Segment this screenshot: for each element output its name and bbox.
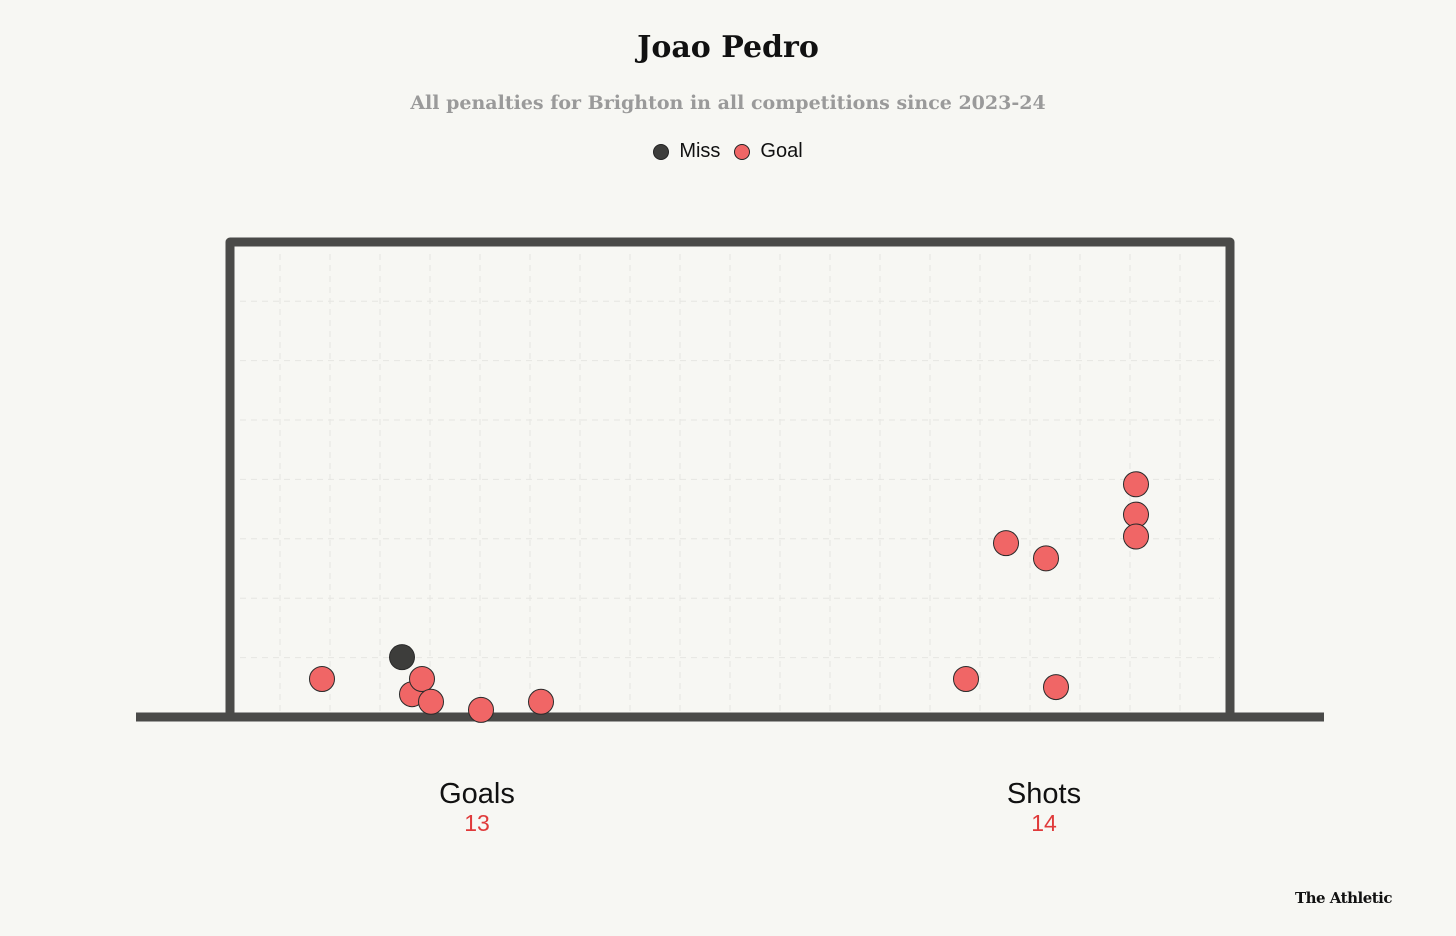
- goal-grid: [240, 254, 1220, 711]
- penalty-point-goal: [528, 688, 554, 715]
- legend-item-miss: Miss: [653, 140, 720, 163]
- goal-posts-crossbar: [225, 237, 1235, 722]
- penalty-point-goal: [953, 666, 979, 692]
- legend-swatch-goal: [734, 143, 751, 160]
- penalty-point-goal: [1043, 674, 1069, 701]
- legend-item-goal: Goal: [734, 140, 803, 163]
- stat-shots: Shots 14: [894, 778, 1194, 836]
- penalty-point-goal: [468, 696, 494, 723]
- chart-title: Joao Pedro: [637, 30, 819, 65]
- penalty-point-goal: [993, 530, 1019, 557]
- penalty-point-goal: [409, 666, 435, 692]
- legend: Miss Goal: [0, 140, 1456, 163]
- penalty-point-goal: [1123, 523, 1149, 550]
- penalty-points: [309, 471, 1149, 723]
- penalty-point-goal: [1123, 501, 1149, 528]
- penalty-point-goal: [1033, 545, 1059, 572]
- penalty-point-goal: [1123, 471, 1149, 498]
- stat-goals: Goals 13: [327, 778, 627, 836]
- penalty-point-miss: [389, 644, 415, 671]
- penalty-point-goal: [309, 666, 335, 692]
- penalty-point-goal: [418, 688, 444, 715]
- legend-swatch-miss: [653, 143, 670, 160]
- legend-label-miss: Miss: [679, 140, 721, 162]
- chart-subtitle: All penalties for Brighton in all compet…: [410, 92, 1046, 114]
- brand-logo: The Athletic: [1294, 889, 1393, 907]
- goal-frame: [136, 237, 1324, 722]
- stat-shots-label: Shots: [1006, 778, 1082, 810]
- stat-goals-value: 13: [464, 810, 490, 836]
- legend-label-goal: Goal: [760, 140, 803, 162]
- stat-goals-label: Goals: [439, 778, 515, 810]
- stat-shots-value: 14: [1031, 810, 1057, 836]
